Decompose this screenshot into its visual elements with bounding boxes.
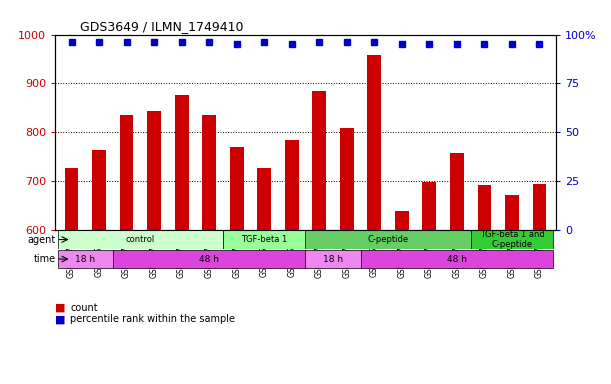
Bar [92,150,106,230]
Bar [120,114,133,230]
Bar [223,230,306,249]
Bar [257,168,271,230]
Bar [285,140,299,230]
Bar [202,114,216,230]
Bar [58,250,113,268]
Bar [505,195,519,230]
Bar [230,147,244,230]
Text: control: control [126,235,155,244]
Bar [450,153,464,230]
Bar [367,55,381,230]
Text: count: count [70,303,98,313]
Bar [175,94,189,230]
Text: ■: ■ [55,314,65,324]
Bar [147,111,161,230]
Bar [478,185,491,230]
Bar [113,250,306,268]
Text: TGF-beta 1: TGF-beta 1 [241,235,287,244]
Bar [65,168,78,230]
Text: time: time [34,254,56,264]
Bar [360,250,553,268]
Bar [422,182,436,230]
Text: 18 h: 18 h [75,255,95,263]
Text: GDS3649 / ILMN_1749410: GDS3649 / ILMN_1749410 [80,20,244,33]
Bar [395,211,409,230]
Text: agent: agent [27,235,56,245]
Bar [306,250,360,268]
Bar [340,128,354,230]
Text: 18 h: 18 h [323,255,343,263]
Bar [58,230,223,249]
Text: C-peptide: C-peptide [368,235,409,244]
Text: TGF-beta 1 and
C-peptide: TGF-beta 1 and C-peptide [480,230,544,249]
Text: 48 h: 48 h [199,255,219,263]
Bar [312,91,326,230]
Text: ■: ■ [55,303,65,313]
Text: percentile rank within the sample: percentile rank within the sample [70,314,235,324]
Bar [306,230,470,249]
Text: 48 h: 48 h [447,255,467,263]
Bar [470,230,553,249]
Bar [533,184,546,230]
